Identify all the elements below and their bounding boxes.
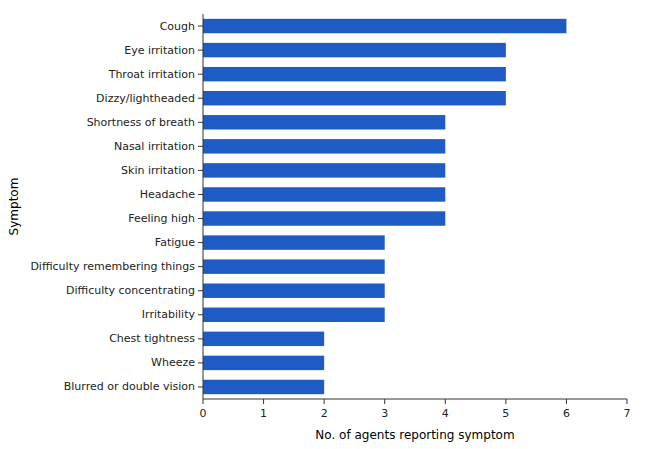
y-tick xyxy=(198,74,203,75)
y-tick xyxy=(198,362,203,363)
x-tick-label: 7 xyxy=(624,407,631,420)
x-tick xyxy=(203,399,204,404)
y-tick xyxy=(198,290,203,291)
category-label: Chest tightness xyxy=(109,332,195,345)
bar xyxy=(203,139,445,153)
bar xyxy=(203,19,566,33)
bar xyxy=(203,259,385,273)
x-tick-label: 1 xyxy=(260,407,267,420)
y-tick xyxy=(198,338,203,339)
x-tick-label: 6 xyxy=(563,407,570,420)
y-tick xyxy=(198,386,203,387)
y-tick xyxy=(198,98,203,99)
x-tick-label: 4 xyxy=(442,407,449,420)
y-tick xyxy=(198,314,203,315)
bar xyxy=(203,211,445,225)
bar xyxy=(203,380,324,394)
y-axis-label: Symptom xyxy=(7,178,21,236)
category-label: Feeling high xyxy=(128,212,195,225)
category-label: Blurred or double vision xyxy=(64,380,195,393)
category-label: Dizzy/lightheaded xyxy=(96,92,195,105)
category-label: Nasal irritation xyxy=(114,140,195,153)
y-tick xyxy=(198,266,203,267)
x-tick-label: 5 xyxy=(502,407,509,420)
bar xyxy=(203,43,506,57)
y-tick xyxy=(198,146,203,147)
bar xyxy=(203,115,445,129)
category-label: Shortness of breath xyxy=(87,116,195,129)
y-tick xyxy=(198,26,203,27)
category-label: Fatigue xyxy=(155,236,195,249)
category-label: Skin irritation xyxy=(121,164,195,177)
x-tick-label: 3 xyxy=(381,407,388,420)
bar xyxy=(203,163,445,177)
x-tick xyxy=(505,399,506,404)
y-tick xyxy=(198,122,203,123)
x-tick xyxy=(324,399,325,404)
category-label: Difficulty remembering things xyxy=(30,260,195,273)
x-tick-label: 0 xyxy=(200,407,207,420)
category-label: Headache xyxy=(140,188,196,201)
bar xyxy=(203,332,324,346)
category-label: Throat irritation xyxy=(108,68,195,81)
y-tick xyxy=(198,218,203,219)
x-tick xyxy=(566,399,567,404)
y-tick xyxy=(198,50,203,51)
x-tick xyxy=(263,399,264,404)
y-tick xyxy=(198,194,203,195)
y-tick xyxy=(198,170,203,171)
chart: 0 1 2 3 4 5 6 7 Blurred or double vision Wheeze Ch… xyxy=(0,0,647,449)
bar xyxy=(203,67,506,81)
category-label: Irritability xyxy=(142,308,196,321)
bar xyxy=(203,308,385,322)
category-label: Eye irritation xyxy=(124,44,195,57)
y-tick xyxy=(198,242,203,243)
category-label: Difficulty concentrating xyxy=(66,284,195,297)
bar xyxy=(203,91,506,105)
x-tick xyxy=(384,399,385,404)
category-label: Cough xyxy=(160,20,195,33)
bars xyxy=(203,19,566,394)
category-label: Wheeze xyxy=(151,356,195,369)
x-axis-line xyxy=(203,399,627,400)
x-tick xyxy=(445,399,446,404)
y-axis-line xyxy=(203,14,204,399)
bar xyxy=(203,187,445,201)
bar xyxy=(203,284,385,298)
bar xyxy=(203,356,324,370)
x-tick-label: 2 xyxy=(321,407,328,420)
x-axis-label: No. of agents reporting symptom xyxy=(315,428,514,442)
x-tick xyxy=(627,399,628,404)
bar xyxy=(203,235,385,249)
